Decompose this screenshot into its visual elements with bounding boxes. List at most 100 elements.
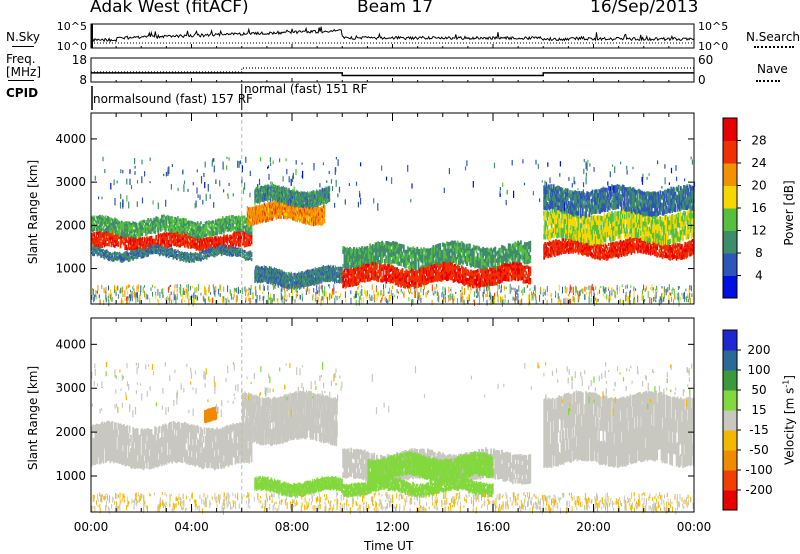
rti-cell (92, 248, 94, 251)
rti-cell (108, 238, 110, 242)
rti-cell (312, 281, 314, 285)
rti-cell (400, 247, 402, 252)
rti-cell (459, 253, 462, 258)
rti-cell (135, 251, 138, 254)
rti-cell (99, 250, 101, 253)
rti-cell (118, 231, 121, 235)
rti-cell (332, 267, 334, 272)
rti-cell (136, 246, 139, 250)
rti-cell (141, 239, 144, 243)
rti-cell (358, 246, 361, 252)
rti-cell (435, 255, 437, 260)
rti-cell (94, 224, 97, 228)
rti-cell (293, 191, 295, 195)
rti-cell (154, 243, 156, 247)
rti-cell (303, 194, 305, 198)
rti-cell (317, 270, 319, 274)
rti-cell (97, 249, 100, 252)
rti-cell (134, 252, 137, 255)
rti-cell (157, 230, 160, 234)
rti-cell (176, 228, 178, 232)
rti-cell (462, 249, 464, 254)
rti-cell (251, 221, 253, 225)
rti-cell (225, 216, 228, 220)
rti-cell (317, 196, 319, 200)
rti-cell (278, 187, 280, 191)
rti-cell (102, 234, 105, 238)
rti-cell (239, 239, 241, 243)
rti-cell (297, 275, 299, 279)
beam-title: Beam 17 (357, 0, 434, 17)
rti-cell (212, 248, 215, 250)
rti-cell (180, 235, 183, 239)
rti-cell (472, 251, 475, 257)
rti-cell (135, 230, 138, 234)
rti-cell (213, 236, 216, 240)
rti-cell (227, 253, 230, 256)
rti-cell (209, 233, 211, 237)
rti-cell (323, 265, 325, 270)
rti-cell (128, 247, 131, 251)
rti-cell (153, 220, 155, 224)
rti-cell (210, 221, 213, 225)
rti-cell (194, 240, 197, 244)
rti-cell (369, 243, 372, 248)
rti-cell (314, 204, 316, 208)
rti-cell (417, 256, 420, 261)
rti-cell (223, 227, 225, 231)
rti-cell (283, 274, 285, 278)
rti-cell (179, 252, 182, 255)
rti-cell (135, 250, 138, 253)
rti-cell (224, 245, 226, 248)
rti-cell (131, 230, 133, 234)
rti-cell (199, 238, 201, 242)
rti-cell (309, 216, 311, 220)
rti-cell (377, 244, 380, 250)
rti-cell (207, 239, 209, 243)
rti-cell (180, 237, 183, 241)
rti-cell (143, 236, 146, 240)
rti-cell (124, 252, 126, 255)
rti-cell (135, 238, 138, 242)
rti-cell (140, 243, 143, 247)
rti-cell (91, 225, 93, 229)
rti-cell (217, 241, 219, 245)
rti-cell (320, 199, 322, 203)
rti-cell (112, 221, 115, 225)
rti-cell (115, 228, 117, 232)
rti-cell (159, 233, 162, 237)
rti-cell (205, 233, 208, 237)
rti-cell (217, 251, 219, 254)
rti-cell (244, 220, 247, 224)
rti-cell (148, 241, 151, 245)
rti-cell (329, 188, 331, 192)
rti-cell (107, 237, 109, 241)
rti-cell (223, 253, 225, 255)
rti-cell (142, 250, 145, 253)
rti-cell (204, 245, 207, 249)
rti-cell (271, 196, 273, 200)
rti-cell (413, 254, 416, 260)
rti-cell (243, 225, 246, 229)
nsky-tick-left-low: 10^0 (57, 40, 87, 53)
rti-cell (173, 224, 176, 228)
rti-cell (119, 256, 122, 258)
rti-cell (115, 237, 117, 241)
rti-cell (165, 249, 168, 252)
rti-cell (136, 253, 139, 256)
rti-cell (275, 272, 277, 276)
rti-cell (276, 271, 279, 275)
rti-cell (195, 233, 198, 237)
rti-cell (174, 229, 177, 233)
rti-cell (111, 223, 114, 227)
rti-cell (164, 251, 167, 254)
mhz-label: [MHz] (6, 65, 42, 79)
rti-cell (230, 226, 232, 230)
rti-cell (153, 222, 155, 226)
rti-cell (139, 231, 141, 235)
rti-cell (196, 239, 199, 243)
rti-cell (276, 191, 278, 195)
rti-cell (211, 249, 214, 252)
rti-cell (242, 220, 245, 224)
rti-cell (126, 257, 129, 259)
